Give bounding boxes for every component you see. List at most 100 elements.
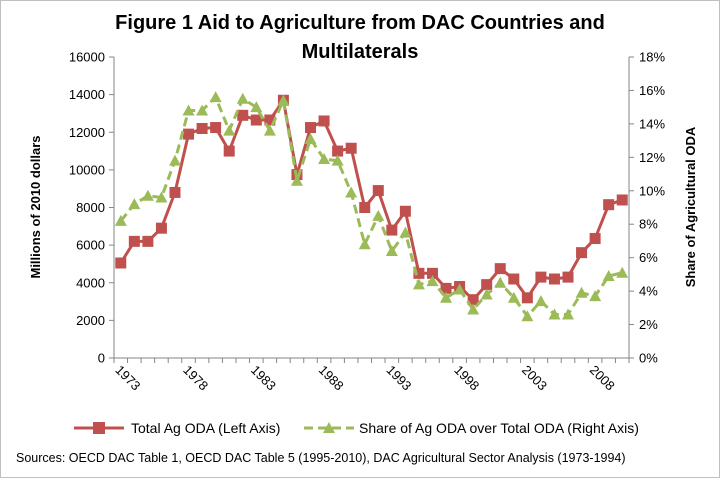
data-point-share-ag-oda [426, 275, 439, 287]
source-note: Sources: OECD DAC Table 1, OECD DAC Tabl… [16, 451, 626, 465]
data-point-total-ag-oda [128, 235, 140, 247]
y-left-tick-label: 4000 [76, 275, 105, 290]
y-left-tick-label: 14000 [69, 87, 105, 102]
axis-layer: 0 2000 4000 6000 8000 10000 12000 14000 16000 0% 2… [69, 50, 666, 394]
data-point-total-ag-oda [237, 109, 249, 121]
data-point-share-ag-oda [182, 104, 195, 116]
data-point-total-ag-oda [115, 257, 127, 269]
data-point-total-ag-oda [386, 224, 398, 236]
data-point-total-ag-oda [481, 279, 493, 291]
legend: Total Ag ODA (Left Axis) Share of Ag ODA… [74, 420, 639, 436]
data-point-share-ag-oda [562, 308, 575, 320]
legend-item-total-ag-oda: Total Ag ODA (Left Axis) [74, 420, 280, 436]
y-right-tick-label: 14% [639, 116, 665, 131]
data-point-share-ag-oda [223, 124, 236, 136]
data-point-share-ag-oda [385, 244, 398, 256]
data-point-share-ag-oda [372, 209, 385, 221]
data-point-share-ag-oda [290, 174, 303, 186]
data-point-total-ag-oda [359, 202, 371, 213]
x-tick-label: 1988 [316, 362, 347, 393]
data-point-share-ag-oda [318, 153, 331, 165]
x-tick-label: 1973 [112, 362, 143, 393]
y-right-tick-label: 10% [639, 183, 665, 198]
data-point-share-ag-oda [168, 154, 181, 166]
data-point-total-ag-oda [440, 282, 452, 294]
data-point-share-ag-oda [534, 295, 547, 307]
data-point-total-ag-oda [142, 235, 154, 247]
data-point-share-ag-oda [250, 101, 263, 113]
y-right-tick-label: 8% [639, 217, 658, 232]
data-point-total-ag-oda [210, 122, 222, 134]
data-point-total-ag-oda [616, 194, 628, 206]
data-point-total-ag-oda [589, 233, 601, 245]
data-point-total-ag-oda [250, 114, 262, 126]
data-point-share-ag-oda [399, 226, 412, 238]
chart-title-line-2: Multilaterals [301, 41, 419, 63]
data-point-share-ag-oda [196, 104, 209, 116]
y-left-tick-label: 10000 [69, 162, 105, 177]
data-point-share-ag-oda [128, 198, 141, 210]
data-point-share-ag-oda [602, 270, 615, 282]
y-right-tick-label: 4% [639, 284, 658, 299]
data-point-total-ag-oda [413, 267, 425, 279]
y-left-tick-label: 2000 [76, 313, 105, 328]
data-point-share-ag-oda [358, 238, 371, 250]
data-point-share-ag-oda [345, 186, 358, 198]
legend-square-marker [93, 422, 105, 434]
data-point-share-ag-oda [494, 276, 507, 288]
x-tick-label: 1998 [451, 362, 482, 393]
legend-label-total-ag-oda: Total Ag ODA (Left Axis) [131, 420, 280, 436]
data-point-share-ag-oda [480, 288, 493, 300]
data-point-share-ag-oda [412, 278, 425, 290]
data-point-total-ag-oda [508, 273, 520, 285]
y-right-tick-label: 2% [639, 317, 658, 332]
data-point-total-ag-oda [467, 294, 479, 306]
y-axis-left-label: Millions of 2010 dollars [28, 135, 43, 278]
x-tick-label: 1978 [180, 362, 211, 393]
data-point-total-ag-oda [372, 185, 384, 197]
series-line-total-ag-oda [119, 98, 623, 302]
legend-label-share-ag-oda: Share of Ag ODA over Total ODA (Right Ax… [359, 420, 639, 436]
data-point-share-ag-oda [548, 308, 561, 320]
y-left-tick-label: 6000 [76, 238, 105, 253]
data-point-share-ag-oda [467, 303, 480, 315]
series-total-ag-oda [115, 94, 628, 306]
data-point-total-ag-oda [603, 199, 615, 211]
data-point-share-ag-oda [575, 286, 588, 298]
series-share-ag-oda [114, 91, 629, 322]
series-layer [114, 91, 629, 322]
data-point-share-ag-oda [453, 283, 466, 295]
data-point-share-ag-oda [521, 310, 534, 322]
data-point-share-ag-oda [263, 124, 276, 136]
y-left-tick-label: 12000 [69, 125, 105, 140]
data-point-total-ag-oda [494, 263, 506, 275]
x-tick-label: 1983 [248, 362, 279, 393]
data-point-share-ag-oda [507, 291, 520, 303]
data-point-total-ag-oda [318, 115, 330, 127]
x-tick-label: 2008 [587, 362, 618, 393]
data-point-share-ag-oda [209, 91, 222, 103]
data-point-total-ag-oda [576, 247, 588, 259]
data-point-share-ag-oda [141, 189, 154, 201]
y-right-tick-label: 0% [639, 351, 658, 366]
series-line-share-ag-oda [119, 95, 623, 318]
data-point-total-ag-oda [548, 273, 560, 285]
data-point-total-ag-oda [345, 142, 357, 154]
data-point-total-ag-oda [521, 292, 533, 304]
data-point-total-ag-oda [264, 114, 276, 126]
data-point-share-ag-oda [114, 214, 127, 226]
x-tick-label: 1993 [383, 362, 414, 393]
legend-triangle-marker [323, 422, 335, 433]
data-point-total-ag-oda [426, 267, 438, 279]
y-right-tick-label: 12% [639, 150, 665, 165]
y-axis-right-label: Share of Agricultural ODA [683, 126, 698, 287]
data-point-total-ag-oda [223, 145, 235, 157]
data-point-share-ag-oda [440, 291, 453, 303]
data-point-total-ag-oda [183, 128, 195, 140]
data-point-share-ag-oda [589, 290, 602, 302]
data-point-share-ag-oda [236, 92, 249, 104]
data-point-total-ag-oda [196, 122, 208, 134]
data-point-total-ag-oda [399, 205, 411, 217]
